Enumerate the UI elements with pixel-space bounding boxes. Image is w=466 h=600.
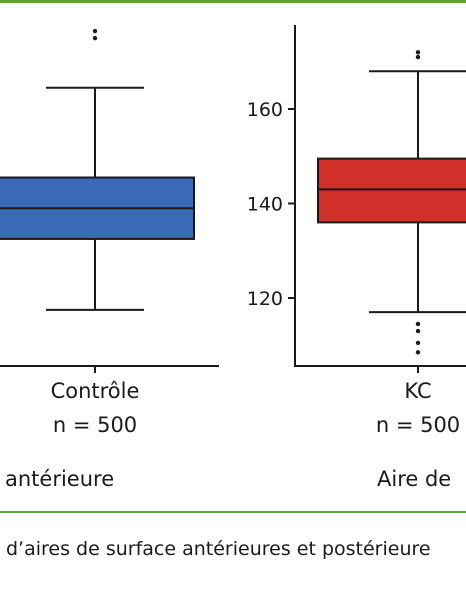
left-category-sublabel: n = 500 bbox=[53, 413, 137, 437]
left-category-label: Contrôle bbox=[51, 379, 140, 403]
left-box-group bbox=[0, 29, 194, 310]
right-outlier-point bbox=[416, 322, 420, 326]
right-y-ticks: 120 140 160 bbox=[247, 99, 295, 310]
right-iqr-box bbox=[318, 159, 466, 223]
right-category-sublabel: n = 500 bbox=[376, 413, 460, 437]
panel-left: Contrôle n = 500 antérieure bbox=[0, 29, 219, 491]
right-outlier-point bbox=[416, 50, 420, 54]
right-outlier-point bbox=[416, 341, 420, 345]
left-outlier-point bbox=[93, 29, 97, 33]
right-panel-label: Aire de bbox=[377, 467, 451, 491]
right-outlier-point bbox=[416, 350, 420, 354]
left-outlier-point bbox=[93, 36, 97, 40]
panel-right: 120 140 160 KC n = 500 Aire de bbox=[247, 25, 466, 491]
right-y-tick-label: 120 bbox=[247, 288, 283, 310]
right-y-tick-label: 140 bbox=[247, 194, 283, 216]
right-outlier-point bbox=[416, 329, 420, 333]
figure-caption: d’aires de surface antérieures et postér… bbox=[6, 538, 466, 560]
right-y-tick-label: 160 bbox=[247, 99, 283, 121]
right-category-label: KC bbox=[404, 379, 431, 403]
right-box-group bbox=[318, 50, 466, 354]
right-outlier-point bbox=[416, 55, 420, 59]
left-panel-label: antérieure bbox=[5, 467, 114, 491]
